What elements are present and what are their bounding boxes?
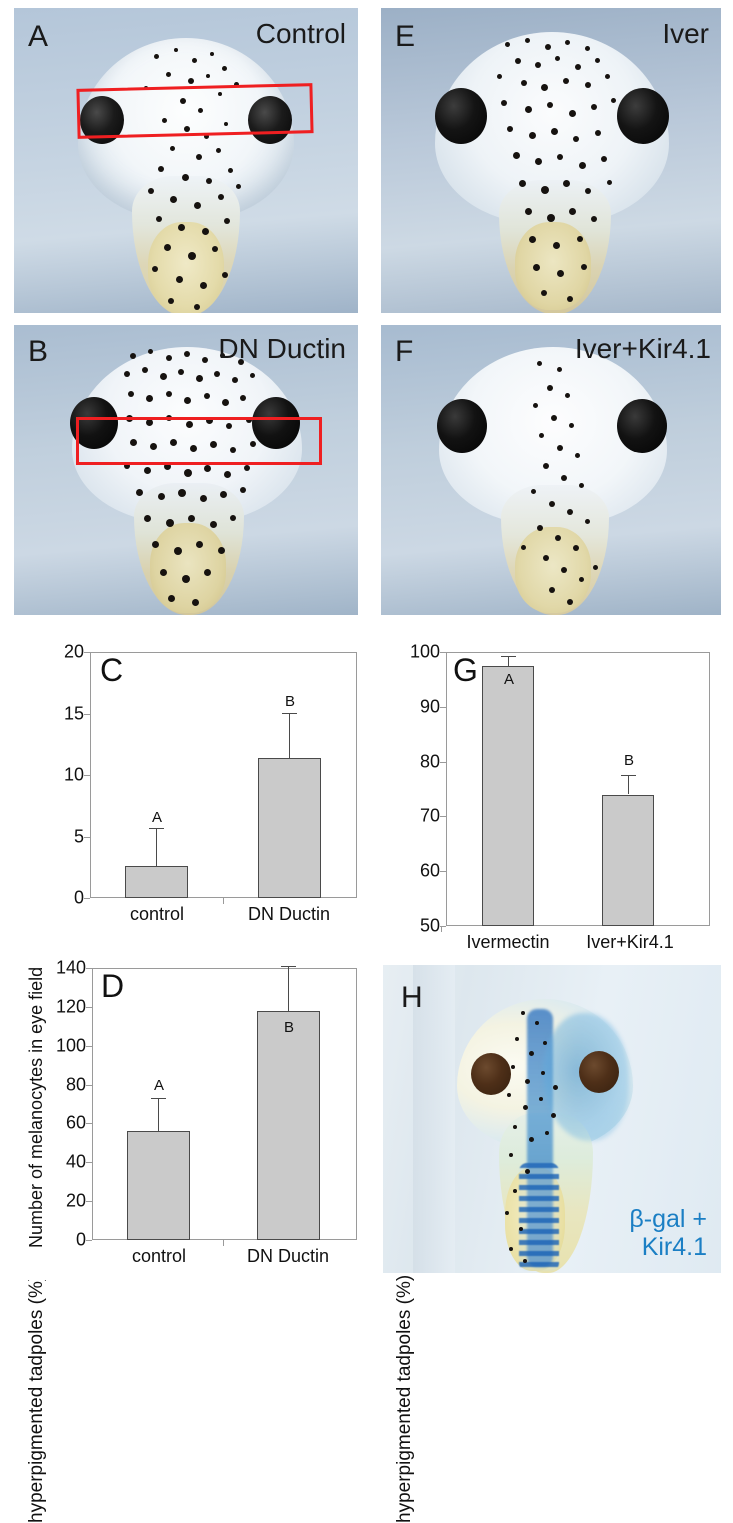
eye-right (617, 399, 667, 453)
panel-c-error-dn-ductin (289, 713, 290, 758)
panel-g-ytick-3: 80 (419, 751, 440, 772)
panel-a-photo: A Control (14, 8, 358, 313)
gut (150, 523, 226, 613)
panel-c-ylabel: hyperpigmented tadpoles (%) (26, 1274, 47, 1523)
panel-g-error-iver-kir41 (628, 774, 629, 795)
panel-d-bar-dn-ductin (257, 1010, 320, 1240)
panel-d-ylabel: Number of melanocytes in eye field (26, 966, 46, 1248)
panel-d-error-control (158, 1098, 159, 1132)
panel-c-xtick-dn-ductin: DN Ductin (247, 904, 331, 924)
slide-edge (413, 965, 455, 1273)
panel-title-e: Iver (662, 18, 709, 49)
panel-d-error-dn-ductin (288, 966, 289, 1011)
panel-g-error-ivermectin (508, 655, 509, 666)
tadpole-e (429, 22, 677, 313)
panel-letter-g: G (453, 652, 478, 688)
panel-c-ytick-4: 20 (63, 641, 84, 662)
panel-g-ylabel: hyperpigmented tadpoles (%) (394, 1274, 415, 1523)
eye-field-red-box-a (76, 83, 314, 139)
panel-d-xtick-control: control (131, 1246, 187, 1266)
eye-left (80, 96, 124, 144)
panel-c-ytick-3: 15 (63, 703, 84, 723)
panel-c-sig-control: A (151, 809, 163, 826)
panel-d-ytick-7: 140 (55, 957, 86, 978)
panel-d-ytick-6: 120 (55, 996, 86, 1017)
panel-d-sig-dn-ductin: B (283, 1019, 295, 1036)
panel-letter-b: B (28, 335, 49, 368)
tadpole-h (457, 993, 637, 1273)
eye-right (579, 1051, 619, 1093)
panel-c-bar-control (125, 866, 188, 898)
panel-g-sig-ivermectin: A (503, 671, 515, 688)
panel-c-error-control (156, 828, 157, 866)
panel-d-ytick-2: 40 (65, 1151, 86, 1172)
panel-c-ytick-2: 10 (63, 764, 84, 785)
gut (148, 222, 224, 313)
tadpole-a (70, 26, 302, 313)
panel-letter-c: C (100, 652, 124, 688)
panel-g-xtick-ivermectin: Ivermectin (466, 932, 550, 952)
panel-h-overlay-label: β-gal + Kir4.1 (629, 1205, 707, 1261)
panel-d-ytick-0: 0 (75, 1229, 86, 1250)
panel-title-a: Control (255, 18, 346, 49)
panel-d-chart: Number of melanocytes in eye field 0 20 … (0, 930, 365, 1280)
panel-d-ytick-3: 60 (65, 1112, 86, 1133)
panel-d-ytick-1: 20 (65, 1190, 86, 1211)
panel-g-xtick-iver-kir41: Iver+Kir4.1 (586, 932, 674, 952)
gut (515, 527, 591, 613)
panel-b-photo: B DN Ductin (14, 325, 358, 615)
bgal-stain-somites (519, 1163, 559, 1271)
panel-d-xtick-dn-ductin: DN Ductin (246, 1246, 330, 1266)
panel-letter-f: F (395, 335, 414, 368)
panel-g-ytick-5: 100 (409, 641, 440, 662)
eye-right (617, 88, 669, 144)
panel-g-ytick-1: 60 (419, 860, 440, 881)
panel-c-xtick-control: control (129, 904, 185, 924)
panel-g-sig-iver-kir41: B (623, 752, 635, 769)
panel-f-photo: F Iver+Kir4.1 (381, 325, 721, 615)
eye-left (437, 399, 487, 453)
panel-g-ytick-0: 50 (419, 915, 440, 936)
panel-g-chart: hyperpigmented tadpoles (%) 50 60 70 80 … (368, 630, 733, 1523)
panel-h-photo: H β-gal + Kir4.1 (383, 965, 721, 1273)
panel-c-ytick-0: 0 (73, 887, 84, 908)
overlay-line-2: Kir4.1 (641, 1233, 707, 1261)
panel-g-bar-ivermectin (482, 665, 534, 926)
overlay-line-1: β-gal + (629, 1205, 707, 1233)
panel-d-ytick-5: 100 (55, 1035, 86, 1056)
eye-left (435, 88, 487, 144)
panel-d-bar-control (127, 1131, 190, 1240)
panel-title-b: DN Ductin (218, 333, 346, 364)
panel-e-photo: E Iver (381, 8, 721, 313)
panel-g-ytick-4: 90 (419, 696, 440, 717)
panel-c-chart: hyperpigmented tadpoles (%) 0 5 10 15 20… (0, 630, 365, 1523)
panel-letter-a: A (28, 20, 49, 53)
panel-letter-h: H (401, 981, 423, 1014)
eye-field-red-box-b (76, 417, 322, 465)
panel-g-ytick-2: 70 (419, 805, 440, 826)
tadpole-b (66, 339, 310, 615)
panel-title-f: Iver+Kir4.1 (574, 333, 711, 364)
panel-letter-d: D (101, 968, 125, 1004)
figure-root: A Control (0, 8, 733, 1523)
panel-d-sig-control: A (153, 1077, 165, 1094)
eye-right (252, 397, 300, 449)
panel-letter-e: E (395, 20, 416, 53)
tadpole-f (433, 337, 675, 615)
panel-c-sig-dn-ductin: B (284, 693, 296, 710)
eye-right (248, 96, 292, 144)
panel-c-ytick-1: 5 (73, 826, 84, 846)
panel-g-bar-iver-kir41 (602, 794, 654, 926)
panel-d-ytick-4: 80 (65, 1074, 86, 1095)
panel-c-bar-dn-ductin (258, 758, 321, 898)
eye-left (471, 1053, 511, 1095)
